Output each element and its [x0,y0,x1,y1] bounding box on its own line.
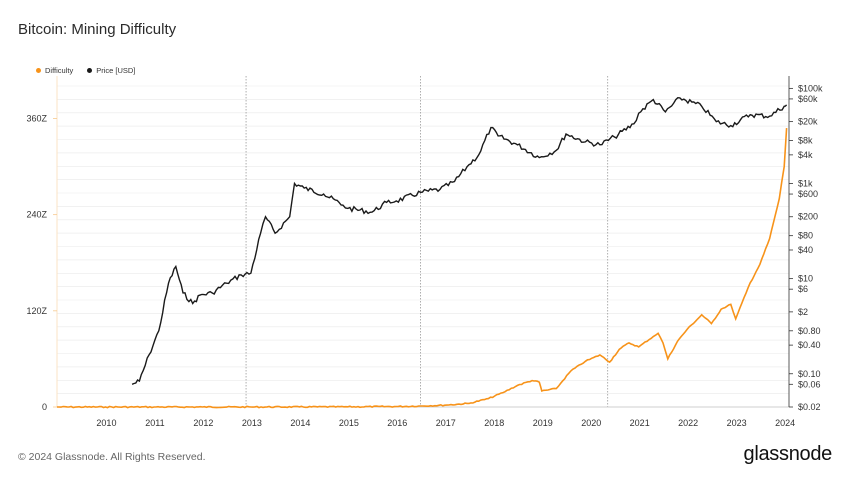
right-tick-label: $0.06 [798,379,821,389]
right-tick-label: $100k [798,83,823,93]
x-tick-label: 2015 [339,418,359,428]
series-line-difficulty [57,128,788,409]
axes [56,76,790,408]
x-tick-label: 2013 [242,418,262,428]
left-tick-label: 0 [42,402,47,412]
halving-lines [245,76,609,407]
legend-item-price[interactable]: Price [USD] [87,66,135,75]
chart-legend: Difficulty Price [USD] [36,66,135,75]
right-axis-ticks: $0.02 $0.06$0.10 $0.40 $0.80 $2 $6$10 $40 $80 $2… [789,83,823,412]
left-axis-ticks: 0 120Z 240Z 360Z [26,113,57,412]
right-tick-label: $2 [798,307,808,317]
right-tick-label: $40 [798,245,813,255]
left-tick-label: 360Z [26,113,47,123]
x-tick-label: 2012 [193,418,213,428]
x-tick-label: 2016 [387,418,407,428]
right-tick-label: $6 [798,284,808,294]
series-line-price [131,96,788,385]
x-tick-label: 2020 [581,418,601,428]
x-tick-label: 2018 [484,418,504,428]
right-tick-label: $8k [798,136,813,146]
left-tick-label: 240Z [26,210,47,220]
x-tick-label: 2010 [96,418,116,428]
right-tick-label: $60k [798,94,818,104]
x-axis-ticks: 2010 2011 2012 2013 2014 2015 2016 2017 2018 2019… [96,418,795,428]
legend-label-price: Price [USD] [96,66,136,75]
right-tick-label: $0.40 [798,340,821,350]
x-tick-label: 2011 [145,418,164,428]
left-tick-label: 120Z [26,306,47,316]
copyright-footer: © 2024 Glassnode. All Rights Reserved. [18,451,206,463]
legend-dot-difficulty [36,68,41,73]
brand-logo[interactable]: glassnode [743,443,833,465]
right-tick-label: $4k [798,150,813,160]
right-tick-label: $600 [798,189,818,199]
x-tick-label: 2014 [290,418,310,428]
legend-label-difficulty: Difficulty [45,66,74,75]
right-tick-label: $0.10 [798,369,821,379]
chart-title: Bitcoin: Mining Difficulty [18,21,177,38]
x-tick-label: 2019 [533,418,553,428]
legend-item-difficulty[interactable]: Difficulty [36,66,73,75]
legend-dot-price [87,68,93,73]
right-tick-label: $20k [798,117,818,127]
x-tick-label: 2022 [678,418,698,428]
right-tick-label: $1k [798,179,813,189]
x-tick-label: 2017 [436,418,456,428]
x-tick-label: 2024 [775,418,795,428]
right-tick-label: $200 [798,212,818,222]
x-tick-label: 2023 [727,418,747,428]
right-tick-label: $10 [798,274,813,284]
x-tick-label: 2021 [630,418,650,428]
right-tick-label: $0.80 [798,326,821,336]
grid-lines [57,85,789,408]
right-tick-label: $0.02 [798,402,821,412]
right-tick-label: $80 [798,231,813,241]
